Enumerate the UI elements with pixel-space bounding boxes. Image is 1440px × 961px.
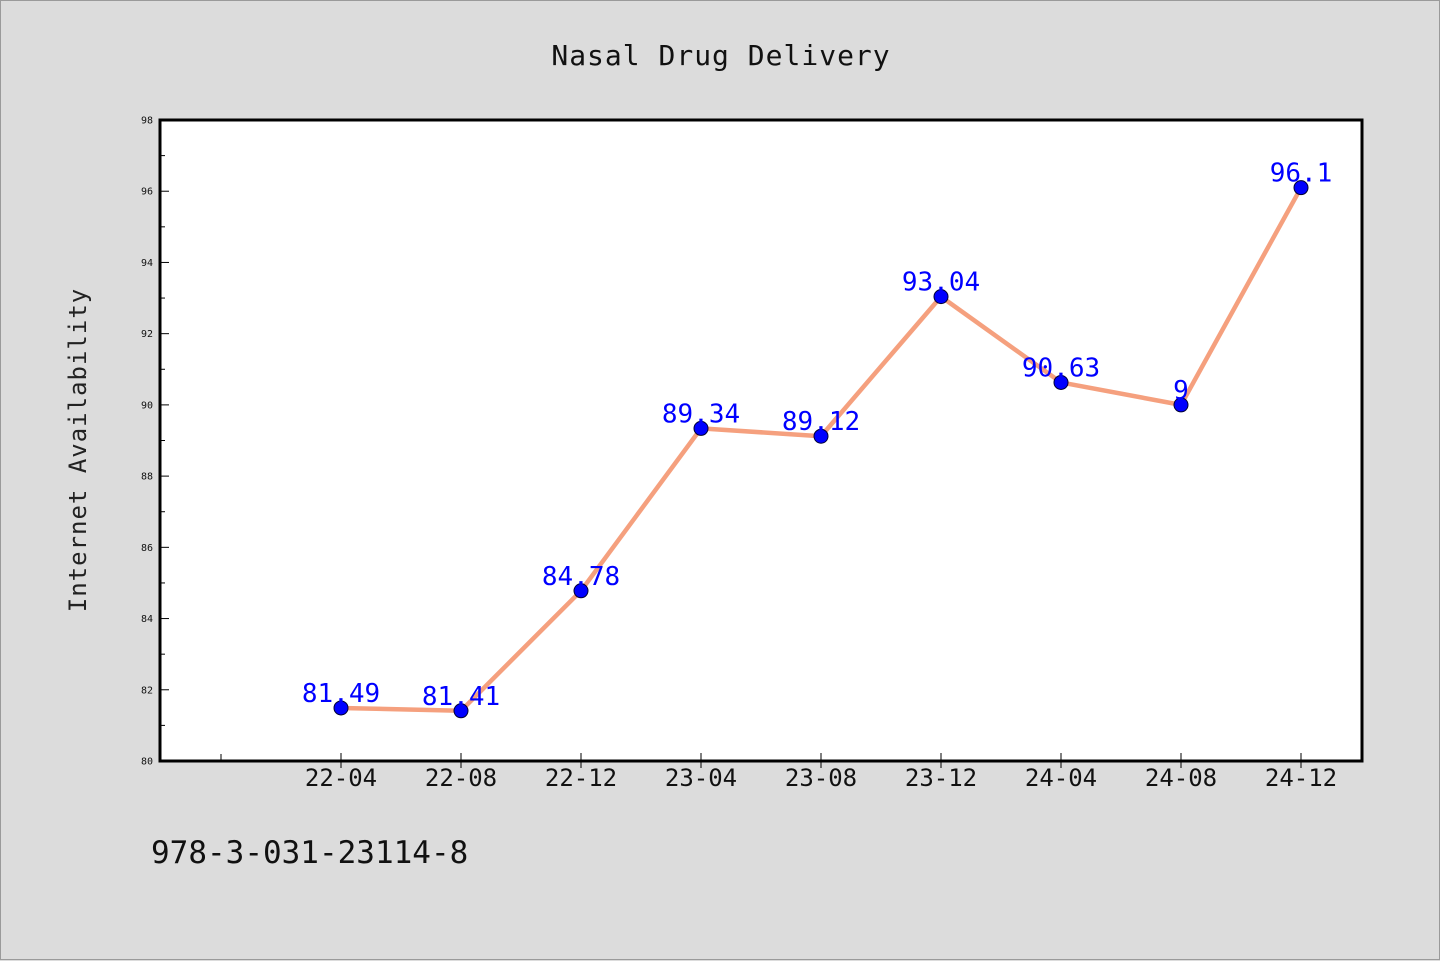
y-axis: 80 82 84 86 88 90 92 94 96 98 — [141, 116, 169, 768]
x-tick-label: 24-04 — [1025, 764, 1097, 792]
data-point-marker — [1173, 397, 1189, 413]
y-tick-label: 86 — [141, 543, 153, 554]
x-axis: 22-04 22-08 22-12 23-04 23-08 23-12 24-04 24-08… — [220, 753, 1337, 792]
x-tick-label: 24-08 — [1145, 764, 1217, 792]
data-label: 96.1 — [1270, 159, 1333, 189]
data-point-marker — [1053, 374, 1069, 390]
isbn-text: 978-3-031-23114-8 — [151, 835, 469, 871]
data-label: 89.12 — [782, 407, 860, 437]
y-tick-label: 96 — [141, 187, 153, 198]
data-point-marker — [933, 289, 949, 305]
data-label: 89.34 — [662, 399, 740, 429]
x-tick-label: 23-04 — [665, 764, 737, 792]
x-tick-label: 23-08 — [785, 764, 857, 792]
y-axis-label: Internet Availability — [64, 288, 92, 612]
data-label-group: 81.49 81.41 84.78 89.34 89.12 93.04 90.63 9 96.1 — [302, 159, 1332, 712]
data-label: 90.63 — [1022, 353, 1100, 383]
data-label: 93.04 — [902, 268, 980, 298]
y-tick-label: 88 — [141, 472, 153, 483]
data-point-marker — [813, 428, 829, 444]
y-tick-label: 98 — [141, 116, 153, 127]
x-tick-label: 22-08 — [425, 764, 497, 792]
y-tick-label: 92 — [141, 329, 153, 340]
y-tick-label: 80 — [141, 757, 153, 768]
x-tick-label: 22-12 — [545, 764, 617, 792]
data-point-marker — [1293, 180, 1309, 196]
data-point-marker — [453, 703, 469, 719]
y-tick-label: 90 — [141, 400, 153, 411]
x-tick-label: 23-12 — [905, 764, 977, 792]
chart-title: Nasal Drug Delivery — [551, 39, 890, 72]
data-point-marker — [693, 420, 709, 436]
plot-area — [158, 118, 1364, 763]
y-tick-label: 84 — [141, 614, 153, 625]
data-label: 9 — [1173, 376, 1189, 406]
y-tick-label: 94 — [141, 258, 153, 269]
data-label: 81.49 — [302, 679, 380, 709]
data-label: 84.78 — [542, 562, 620, 592]
x-tick-label: 24-12 — [1265, 764, 1337, 792]
data-point-marker — [573, 583, 589, 599]
x-tick-label: 22-04 — [305, 764, 377, 792]
y-tick-label: 82 — [141, 685, 153, 696]
data-point-marker — [333, 700, 349, 716]
data-label: 81.41 — [422, 682, 500, 712]
series-line-group — [333, 180, 1309, 719]
